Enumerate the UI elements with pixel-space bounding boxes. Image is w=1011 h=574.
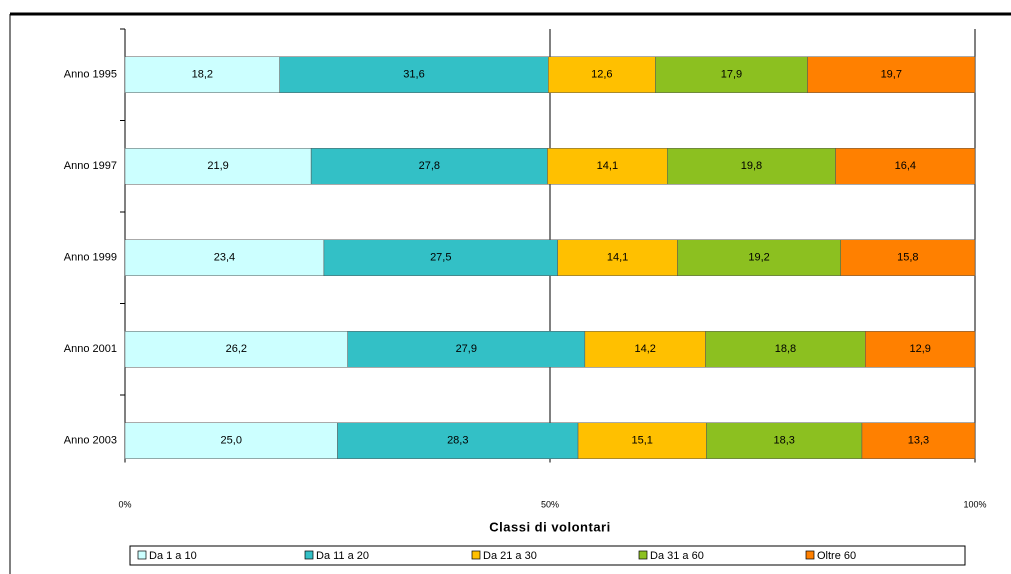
bar-segment <box>577 422 707 459</box>
bar-segment <box>835 148 976 185</box>
x-tick-label: 100% <box>963 499 986 509</box>
value-label: 19,2 <box>748 252 769 264</box>
bar-segment <box>865 331 976 368</box>
value-label: 15,8 <box>897 252 918 264</box>
bar-segment <box>705 331 866 368</box>
value-label: 27,5 <box>430 252 451 264</box>
value-label: 23,4 <box>214 252 235 264</box>
y-tick-label: Anno 1995 <box>64 69 117 81</box>
legend-label: Oltre 60 <box>817 550 856 562</box>
legend-label: Da 31 a 60 <box>650 550 704 562</box>
bar-segment <box>584 331 706 368</box>
bar-segment <box>861 422 976 459</box>
value-label: 12,6 <box>591 69 612 81</box>
value-label: 18,3 <box>773 435 794 447</box>
bar-segment <box>337 422 579 459</box>
y-tick-label: Anno 1999 <box>64 252 117 264</box>
value-label: 14,1 <box>597 160 618 172</box>
bar-segment <box>124 422 338 459</box>
value-label: 27,9 <box>456 343 477 355</box>
legend-box <box>129 545 966 566</box>
value-label: 14,1 <box>607 252 628 264</box>
bar-segment <box>310 148 548 185</box>
value-label: 16,4 <box>895 160 916 172</box>
bar-segment <box>547 148 668 185</box>
value-label: 31,6 <box>403 69 424 81</box>
x-axis-title: Classi di volontari <box>489 519 610 534</box>
legend-swatch <box>471 550 481 560</box>
bar-segment <box>347 331 586 368</box>
bar-segment <box>807 56 976 93</box>
value-label: 12,9 <box>909 343 930 355</box>
bar-segment <box>323 239 558 276</box>
value-label: 19,7 <box>881 69 902 81</box>
bar-segment <box>124 331 348 368</box>
legend-label: Da 21 a 30 <box>483 550 537 562</box>
legend-label: Da 11 a 20 <box>316 550 369 562</box>
x-tick-label: 50% <box>541 499 559 509</box>
value-label: 15,1 <box>632 435 653 447</box>
value-label: 17,9 <box>721 69 742 81</box>
value-label: 27,8 <box>419 160 440 172</box>
bar-segment <box>677 239 841 276</box>
value-label: 28,3 <box>447 435 468 447</box>
value-label: 14,2 <box>634 343 655 355</box>
value-label: 26,2 <box>226 343 247 355</box>
bar-segment <box>548 56 656 93</box>
legend-label: Da 1 a 10 <box>149 550 197 562</box>
value-label: 19,8 <box>741 160 762 172</box>
bar-segment <box>667 148 836 185</box>
bar-segment <box>706 422 863 459</box>
value-label: 18,2 <box>192 69 213 81</box>
bar-segment <box>840 239 976 276</box>
bar-segment <box>124 148 312 185</box>
y-tick-label: Anno 2001 <box>64 343 117 355</box>
y-tick-label: Anno 1997 <box>64 160 117 172</box>
value-label: 13,3 <box>908 435 929 447</box>
value-label: 25,0 <box>221 435 242 447</box>
legend-swatch <box>137 550 147 560</box>
x-tick-label: 0% <box>118 499 131 509</box>
value-label: 21,9 <box>207 160 228 172</box>
bar-segment <box>124 239 325 276</box>
value-label: 18,8 <box>775 343 796 355</box>
legend-swatch <box>304 550 314 560</box>
y-tick-label: Anno 2003 <box>64 435 117 447</box>
legend-swatch <box>805 550 815 560</box>
bar-segment <box>557 239 678 276</box>
legend-swatch <box>638 550 648 560</box>
